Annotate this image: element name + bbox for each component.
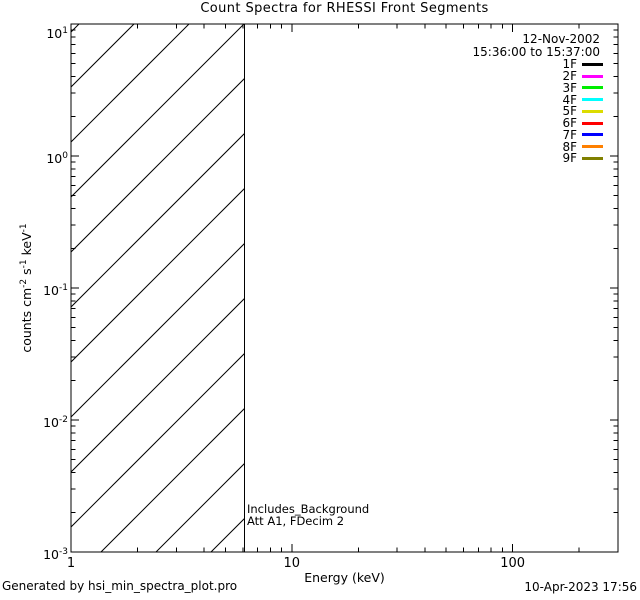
legend-label: 7F <box>562 127 577 142</box>
footer-generated-by: Generated by hsi_min_spectra_plot.pro <box>2 579 238 593</box>
footer-timestamp: 10-Apr-2023 17:56 <box>524 580 637 594</box>
legend-swatch-9F <box>582 156 603 160</box>
legend-row: 1F <box>559 58 603 70</box>
y-tick-label: 10-3 <box>43 547 68 563</box>
y-tick-label: 10-2 <box>43 415 68 431</box>
legend-row: 6F <box>559 117 603 129</box>
legend-label: 3F <box>562 80 577 95</box>
plot-title: Count Spectra for RHESSI Front Segments <box>200 1 489 16</box>
legend-row: 4F <box>559 94 603 106</box>
legend-label: 6F <box>562 116 577 131</box>
legend-label: 8F <box>562 139 577 154</box>
legend-row: 5F <box>559 105 603 117</box>
legend-label: 4F <box>562 92 577 107</box>
legend-label: 5F <box>562 104 577 119</box>
plot-annotation: Includes_Background Att A1, FDecim 2 <box>247 502 370 528</box>
x-tick-label: 100 <box>500 556 526 571</box>
legend-label: 9F <box>562 151 577 166</box>
annotation-attenuator-note: Att A1, FDecim 2 <box>247 513 345 528</box>
y-tick-label: 10-1 <box>43 283 68 299</box>
x-tick-label: 10 <box>283 556 301 571</box>
legend-time-range: 15:36:00 to 15:37:00 <box>472 45 600 59</box>
legend-swatch-6F <box>582 121 603 125</box>
legend-label: 1F <box>562 57 577 72</box>
legend-date: 12-Nov-2002 <box>522 32 600 46</box>
legend-row: 8F <box>559 141 603 153</box>
legend-swatch-8F <box>582 145 603 149</box>
legend-swatch-1F <box>582 62 603 66</box>
x-axis-label: Energy (keV) <box>304 570 385 585</box>
legend-row: 3F <box>559 82 603 94</box>
legend-row: 7F <box>559 129 603 141</box>
legend-swatch-7F <box>582 133 603 137</box>
legend-swatch-4F <box>582 98 603 102</box>
legend-row: 2F <box>559 70 603 82</box>
legend-swatch-3F <box>582 86 603 90</box>
y-tick-label: 100 <box>46 151 68 167</box>
legend-swatch-2F <box>582 74 603 78</box>
legend-row: 9F <box>559 152 603 164</box>
legend-swatch-5F <box>582 109 603 113</box>
y-tick-label: 101 <box>46 26 68 42</box>
legend-label: 2F <box>562 69 577 84</box>
x-tick-label: 1 <box>66 556 76 571</box>
annotation-background-note: Includes_Background <box>247 502 370 516</box>
